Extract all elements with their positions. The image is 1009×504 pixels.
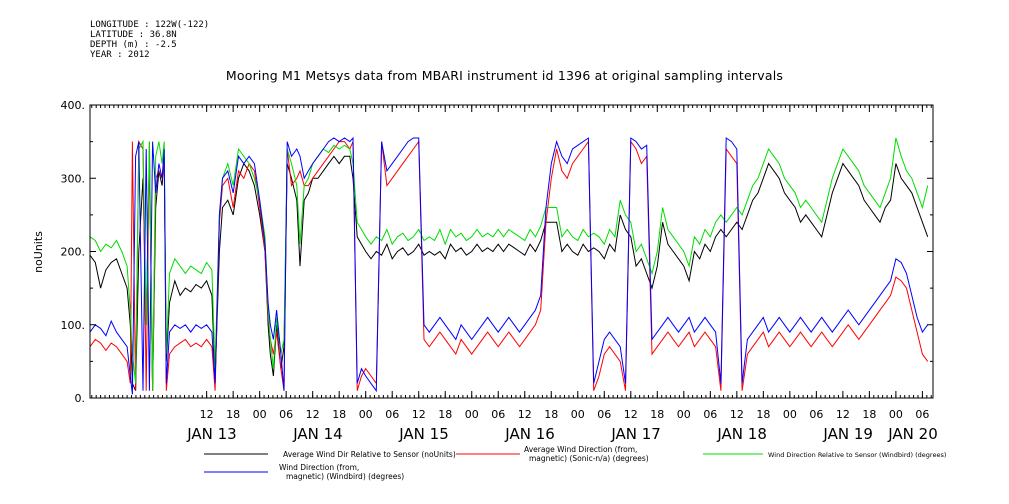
x-hour-label: 18 xyxy=(226,408,240,421)
chart-title: Mooring M1 Metsys data from MBARI instru… xyxy=(225,68,784,83)
x-hour-label: 18 xyxy=(756,408,770,421)
series-layer xyxy=(89,136,929,395)
x-hour-label: 12 xyxy=(200,408,214,421)
x-hour-label: 12 xyxy=(412,408,426,421)
x-day-label: JAN 20 xyxy=(887,425,938,443)
x-hour-label: 12 xyxy=(624,408,638,421)
x-hour-label: 18 xyxy=(862,408,876,421)
x-day-label: JAN 19 xyxy=(822,425,873,443)
legend-label-blue-1: Wind Direction (from, xyxy=(279,463,359,472)
x-hour-label: 18 xyxy=(544,408,558,421)
x-hour-label: 00 xyxy=(783,408,797,421)
legend-label-red-1: Average Wind Direction (from, xyxy=(524,445,637,454)
x-day-label: JAN 16 xyxy=(504,425,555,443)
axis-layer: 0. 100. 200. 300. 400. 12 18 00 06 12 18 00 06 12 18 00… xyxy=(61,99,938,443)
legend-label-green: Wind Direction Relative to Sensor (Windb… xyxy=(768,451,946,459)
x-day-label: JAN 18 xyxy=(716,425,767,443)
latitude-label: LATITUDE : 36.8N xyxy=(90,30,177,40)
x-hour-label: 00 xyxy=(253,408,267,421)
y-tick-label: 300. xyxy=(61,172,86,185)
x-hour-label: 12 xyxy=(518,408,532,421)
y-tick-label: 200. xyxy=(61,246,86,259)
x-hour-label: 00 xyxy=(889,408,903,421)
legend-label-blue-2: magnetic) (Windbird) (degrees) xyxy=(286,472,404,481)
x-day-label: JAN 17 xyxy=(610,425,661,443)
series-line-3 xyxy=(89,137,929,391)
y-tick-label: 400. xyxy=(61,99,86,112)
x-hour-label: 06 xyxy=(597,408,611,421)
y-axis-label: noUnits xyxy=(32,231,45,273)
x-hour-label: 06 xyxy=(385,408,399,421)
x-day-label: JAN 15 xyxy=(398,425,449,443)
depth-label: DEPTH (m) : -2.5 xyxy=(90,40,177,50)
x-hour-label: 06 xyxy=(703,408,717,421)
series-line-4 xyxy=(89,136,929,395)
x-hour-label: 00 xyxy=(571,408,585,421)
year-label: YEAR : 2012 xyxy=(90,50,150,60)
series-line-2 xyxy=(89,139,929,391)
x-hour-label: 00 xyxy=(677,408,691,421)
x-hour-label: 18 xyxy=(650,408,664,421)
x-hour-label: 06 xyxy=(809,408,823,421)
x-hour-label: 18 xyxy=(438,408,452,421)
x-day-label: JAN 14 xyxy=(292,425,343,443)
x-day-label: JAN 13 xyxy=(186,425,237,443)
x-hour-label: 18 xyxy=(332,408,346,421)
dataset-metadata: LONGITUDE : 122W(-122) LATITUDE : 36.8N … xyxy=(90,20,209,60)
x-hour-label: 00 xyxy=(359,408,373,421)
legend-label-red-2: magnetic) (Sonic-n/a) (degrees) xyxy=(529,454,649,463)
legend: Average Wind Dir Relative to Sensor (noU… xyxy=(204,445,946,481)
legend-label-black: Average Wind Dir Relative to Sensor (noU… xyxy=(283,450,456,459)
x-hour-label: 12 xyxy=(730,408,744,421)
x-hour-label: 06 xyxy=(491,408,505,421)
x-hour-label: 12 xyxy=(306,408,320,421)
x-hour-label: 06 xyxy=(279,408,293,421)
longitude-label: LONGITUDE : 122W(-122) xyxy=(90,20,210,30)
y-tick-label: 0. xyxy=(75,392,86,405)
y-tick-label: 100. xyxy=(61,319,86,332)
x-hour-label: 06 xyxy=(915,408,929,421)
x-hour-label: 00 xyxy=(465,408,479,421)
series-line-1 xyxy=(89,155,929,391)
x-hour-label: 12 xyxy=(836,408,850,421)
